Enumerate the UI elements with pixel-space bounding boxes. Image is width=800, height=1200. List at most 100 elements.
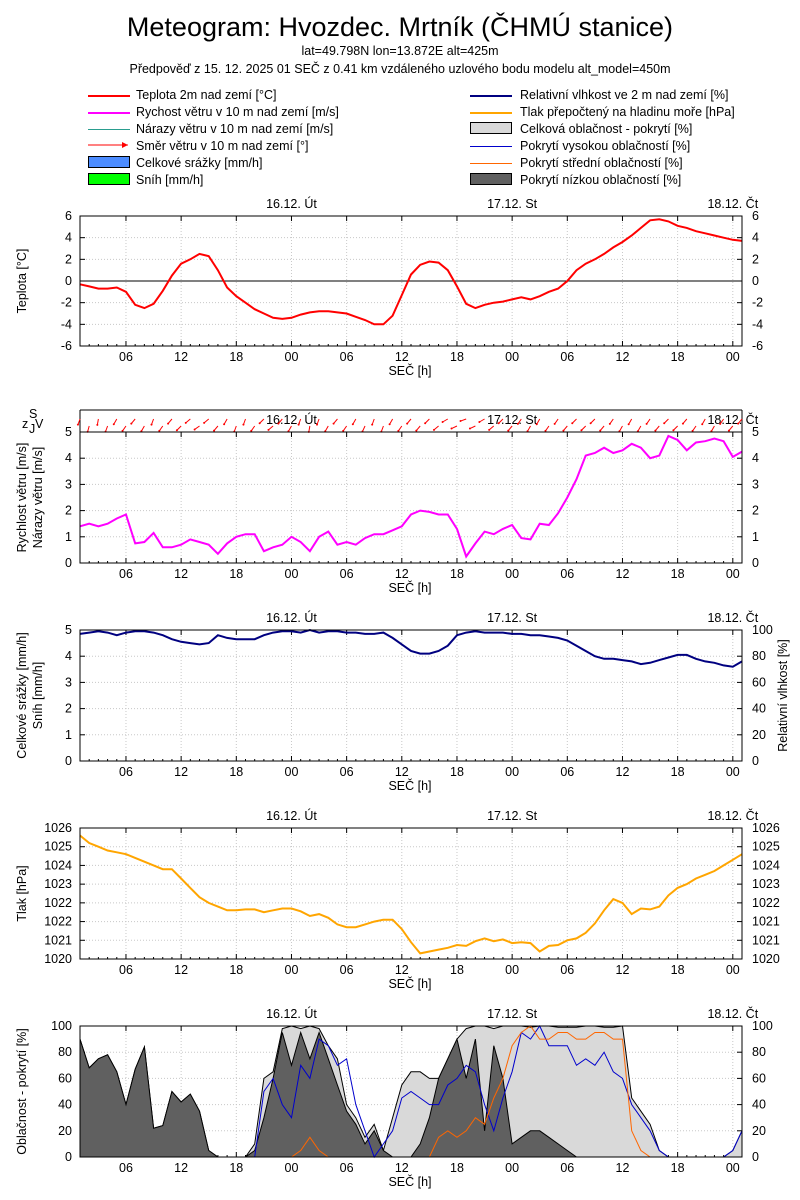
legend-swatch-rh (470, 95, 512, 97)
wind-arrow (673, 425, 678, 431)
wind-arrow-head (297, 423, 300, 426)
y-tick-label-right: 1021 (752, 915, 780, 929)
day-label: 18.12. Čt (707, 1006, 758, 1021)
wind-arrow-head (441, 421, 444, 423)
wind-arrow (498, 418, 504, 424)
wind-arrow (424, 418, 430, 424)
wind-arrow-head (150, 423, 153, 426)
wind-arrow-head (397, 429, 400, 432)
wind-arrow (298, 418, 302, 425)
y-tick-label-right: 1020 (752, 952, 780, 966)
x-tick-label: 18 (671, 1161, 685, 1175)
x-tick-label: 00 (726, 350, 740, 364)
y-tick-label-right: 1025 (752, 840, 780, 854)
y-tick-label-right: 4 (752, 231, 759, 245)
wind-arrow (692, 425, 697, 432)
x-tick-label: 12 (616, 765, 630, 779)
wind-arrow (590, 418, 596, 424)
x-tick-label: 18 (229, 963, 243, 977)
plot-frame (79, 215, 743, 347)
wind-arrow-head (203, 421, 206, 424)
y-tick-label: 2 (65, 504, 72, 518)
legend-swatch-total-cloud (470, 122, 512, 134)
wind-arrow-head (193, 428, 196, 431)
wind-arrow-head (424, 422, 427, 425)
wind-arrow (259, 418, 265, 424)
y-tick-label-right: -4 (752, 317, 763, 331)
series-line (79, 628, 743, 668)
y-tick-label: 2 (65, 252, 72, 266)
wind-arrow (442, 418, 449, 423)
plot-frame (79, 431, 743, 564)
wind-arrow-head (267, 428, 270, 431)
wind-arrow-head (468, 427, 471, 430)
y-tick-label-right: 1021 (752, 933, 780, 947)
wind-arrow-head (184, 421, 187, 424)
x-tick-label: 00 (505, 350, 519, 364)
wind-arrow-head (589, 422, 592, 425)
x-tick-label: 00 (726, 765, 740, 779)
wind-arrow-head (488, 428, 491, 431)
wind-arrow (406, 418, 412, 424)
y-tick-label-right: 0 (752, 1150, 759, 1164)
wind-arrow-head (507, 429, 510, 432)
x-tick-label: 06 (560, 765, 574, 779)
wind-arrow (389, 418, 394, 425)
wind-arrow-head (213, 429, 216, 432)
day-label: 17.12. St (487, 611, 538, 625)
plot-frame (79, 629, 743, 762)
x-axis-label: SEČ [h] (388, 580, 431, 595)
x-tick-label: 18 (450, 567, 464, 581)
x-tick-label: 12 (395, 765, 409, 779)
legend-swatch-snow (88, 173, 130, 185)
y-tick-label: 1024 (44, 858, 72, 872)
wind-arrow (194, 425, 200, 430)
wind-arrow (488, 425, 495, 431)
legend-swatch-precip (88, 156, 130, 168)
wind-arrow-head (167, 422, 170, 425)
wind-arrow-head (415, 429, 418, 432)
wind-arrow (113, 418, 118, 425)
wind-arrow (517, 418, 522, 425)
y-axis-label: Oblačnost - pokrytí [%] (15, 1028, 29, 1154)
x-tick-label: 18 (671, 350, 685, 364)
wind-arrow (122, 425, 127, 432)
day-label: 16.12. Út (266, 610, 317, 625)
location-coords: lat=49.798N lon=13.872E alt=425m (301, 44, 499, 58)
day-label: 16.12. Út (266, 196, 317, 211)
legend-label: Tlak přepočtený na hladinu moře [hPa] (520, 105, 735, 119)
y-tick-label-right: 2 (752, 504, 759, 518)
wind-arrow-head (608, 422, 611, 425)
x-tick-label: 06 (119, 567, 133, 581)
wind-arrow (479, 418, 485, 423)
wind-arrow (609, 418, 614, 425)
x-tick-label: 12 (616, 350, 630, 364)
y-axis-label-right: Relativní vlhkost [%] (776, 639, 790, 752)
wind-arrow-head (571, 422, 574, 425)
wind-arrow-head (516, 422, 519, 425)
day-label: 18.12. Čt (707, 412, 758, 427)
legend-label: Relativní vlhkost ve 2 m nad zemí [%] (520, 88, 729, 102)
y-tick-label-right: 1 (752, 530, 759, 544)
wind-arrow-head (599, 429, 602, 432)
y-tick-label-right: 100 (752, 1019, 773, 1033)
wind-arrow (536, 418, 541, 425)
legend-swatch-pressure (470, 112, 512, 114)
y-tick-label: 1025 (44, 840, 72, 854)
wind-arrow-head (388, 423, 391, 426)
y-tick-label: 3 (65, 477, 72, 491)
y-tick-label: 0 (65, 1150, 72, 1164)
y-tick-label: -4 (61, 317, 72, 331)
x-tick-label: 00 (285, 963, 299, 977)
y-tick-label: 1021 (44, 933, 72, 947)
wind-arrow-head (112, 423, 115, 426)
day-label: 17.12. St (487, 413, 538, 427)
y-tick-label: -6 (61, 339, 72, 353)
wind-arrow-head (727, 429, 730, 432)
wind-arrow (637, 425, 642, 432)
y-tick-label-right: 3 (752, 477, 759, 491)
x-tick-label: 06 (560, 350, 574, 364)
day-label: 17.12. St (487, 809, 538, 823)
wind-arrow (140, 425, 145, 432)
wind-arrow-head (450, 427, 453, 430)
